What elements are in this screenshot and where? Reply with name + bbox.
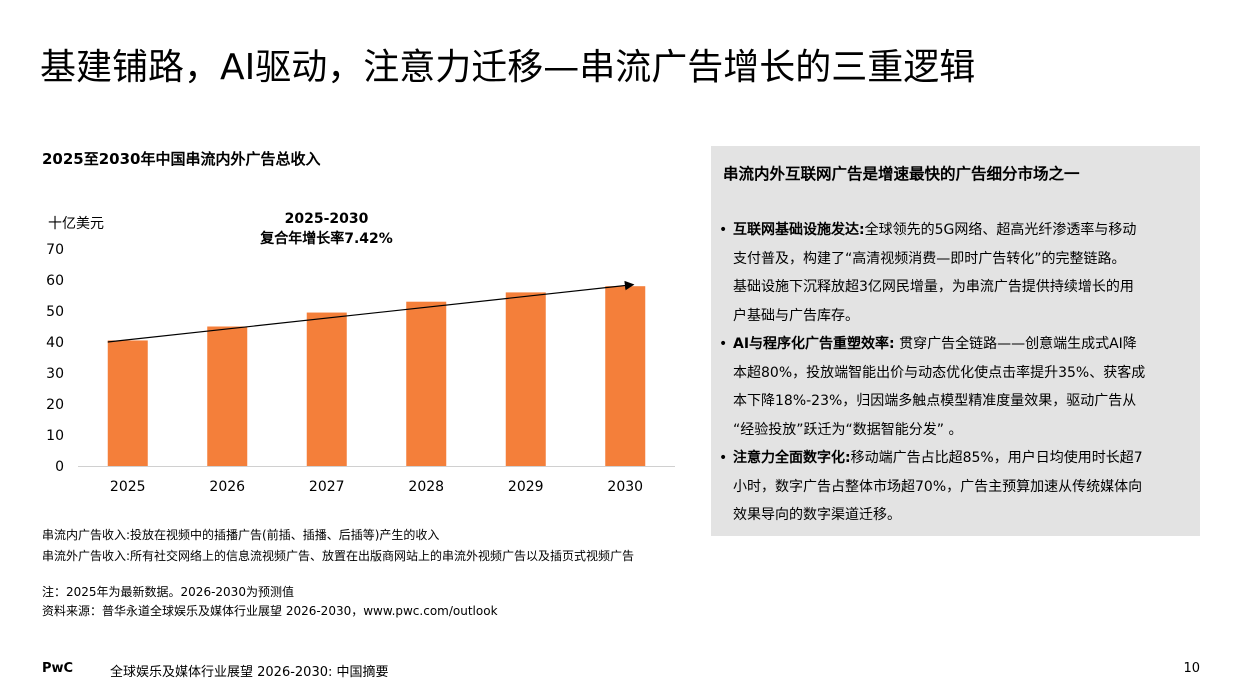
- bullet-text: 全球领先的5G网络、超高光纤渗透率与移动: [864, 222, 1137, 238]
- footer-report-title: 全球娱乐及媒体行业展望 2026-2030: 中国摘要: [110, 665, 389, 680]
- bullet-text: 支付普及，构建了“高清视频消费—即时广告转化”的完整链路。: [733, 250, 1126, 267]
- bar-2029: [505, 292, 546, 466]
- bullet-text: 贯穿广告全链路——创意端生成式AI降: [894, 336, 1137, 352]
- x-tick-label: 2027: [309, 479, 345, 495]
- y-tick-label: 30: [46, 366, 64, 382]
- bullet-dot: •: [719, 222, 728, 238]
- y-tick-label: 40: [46, 335, 64, 351]
- bullet-infrastructure: • 互联网基础设施发达:全球领先的5G网络、超高光纤渗透率与移动 支付普及，构建…: [719, 216, 1191, 330]
- x-tick-label: 2026: [209, 479, 245, 495]
- bullet-text: “经验投放”跃迁为“数据智能分发” 。: [733, 421, 963, 438]
- y-axis-label: 十亿美元: [48, 216, 104, 232]
- y-tick-label: 50: [46, 304, 64, 320]
- bullet-text: 户基础与广告库存。: [733, 307, 859, 324]
- x-tick-label: 2029: [508, 479, 544, 495]
- bullet-text: 小时，数字广告占整体市场超70%，广告主预算加速从传统媒体向: [733, 478, 1143, 495]
- definition-out-stream: 串流外广告收入:所有社交网络上的信息流视频广告、放置在出版商网站上的串流外视频广…: [42, 549, 635, 563]
- bar-2030: [605, 286, 646, 466]
- bar-2026: [207, 326, 248, 466]
- bar-2025: [107, 340, 148, 466]
- chart-note: 注：2025年为最新数据。2026-2030为预测值: [42, 585, 294, 599]
- bullet-title: 注意力全面数字化:: [733, 450, 851, 466]
- bullet-text: 基础设施下沉释放超3亿网民增量，为串流广告提供持续增长的用: [733, 279, 1134, 295]
- bullet-title: 互联网基础设施发达:: [733, 222, 865, 238]
- bullet-attention: • 注意力全面数字化:移动端广告占比超85%，用户日均使用时长超7 小时，数字广…: [719, 444, 1191, 530]
- bullet-text: 移动端广告占比超85%，用户日均使用时长超7: [850, 450, 1143, 466]
- definition-in-stream: 串流内广告收入:投放在视频中的插播广告(前插、插播、后插等)产生的收入: [42, 528, 440, 542]
- y-tick-label: 60: [46, 273, 64, 289]
- panel-heading: 串流内外互联网广告是增速最快的广告细分市场之一: [723, 165, 1080, 183]
- panel-body: • 互联网基础设施发达:全球领先的5G网络、超高光纤渗透率与移动 支付普及，构建…: [719, 216, 1191, 530]
- chart-title: 2025至2030年中国串流内外广告总收入: [42, 150, 321, 168]
- x-tick-label: 2025: [110, 479, 146, 495]
- page-title: 基建铺路，AI驱动，注意力迁移—串流广告增长的三重逻辑: [40, 47, 976, 88]
- insight-panel: 串流内外互联网广告是增速最快的广告细分市场之一 • 互联网基础设施发达:全球领先…: [711, 146, 1200, 536]
- cagr-annotation-line2: 复合年增长率7.42%: [259, 230, 393, 247]
- bullet-ai-programmatic: • AI与程序化广告重塑效率: 贯穿广告全链路——创意端生成式AI降 本超80%…: [719, 330, 1191, 444]
- y-tick-label: 70: [46, 242, 64, 258]
- y-tick-label: 20: [46, 397, 64, 413]
- y-tick-label: 10: [46, 428, 64, 444]
- bullet-title: AI与程序化广告重塑效率:: [733, 336, 895, 352]
- y-tick-label: 0: [55, 459, 64, 475]
- bullet-text: 本下降18%-23%，归因端多触点模型精准度量效果，驱动广告从: [733, 393, 1137, 409]
- cagr-annotation-line1: 2025-2030: [285, 211, 369, 227]
- brand-logo-text: PwC: [42, 661, 74, 676]
- x-tick-label: 2028: [408, 479, 444, 495]
- bullet-dot: •: [719, 450, 728, 466]
- bar-2028: [406, 301, 447, 466]
- source-note: 资料来源：普华永道全球娱乐及媒体行业展望 2026-2030，www.pwc.c…: [42, 604, 498, 618]
- x-tick-label: 2030: [607, 479, 643, 495]
- bullet-dot: •: [719, 336, 728, 352]
- bullet-text: 本超80%，投放端智能出价与动态优化使点击率提升35%、获客成: [733, 364, 1146, 381]
- bullet-text: 效果导向的数字渠道迁移。: [733, 507, 901, 523]
- bar-2027: [306, 312, 347, 466]
- page-number: 10: [1183, 661, 1200, 676]
- cagr-arrow: [107, 280, 635, 343]
